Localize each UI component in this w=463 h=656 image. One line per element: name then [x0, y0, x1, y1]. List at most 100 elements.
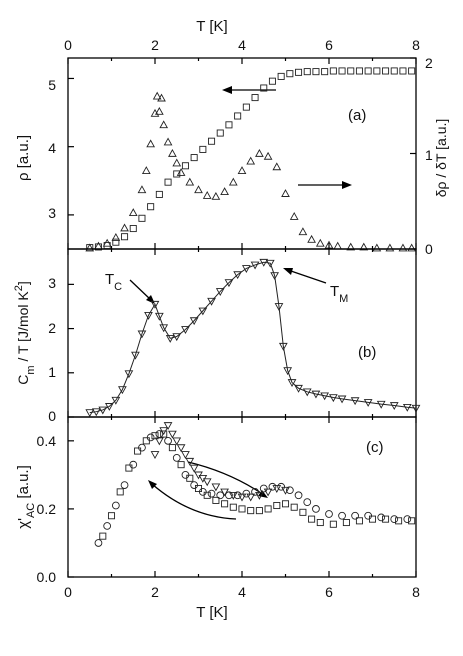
data-point-square	[129, 225, 137, 233]
data-point-square	[399, 67, 407, 75]
data-point-square	[395, 517, 403, 525]
data-point-triangle-up	[185, 177, 195, 186]
data-point-square	[390, 67, 398, 75]
arrow-tm	[283, 268, 327, 284]
data-point-triangle-down	[202, 478, 212, 487]
data-point-square	[194, 484, 203, 492]
y-tick-label-right: 0	[425, 241, 433, 257]
data-point-triangle-down	[228, 491, 238, 500]
data-point-triangle-down	[165, 334, 175, 343]
data-point-triangle-up	[176, 168, 186, 176]
data-point-square	[216, 129, 224, 137]
panel-b-marks	[85, 258, 421, 418]
data-point-square	[268, 77, 276, 85]
y-tick-label: 2	[48, 320, 56, 336]
data-point-triangle-up	[168, 148, 177, 157]
data-point-triangle-up	[246, 156, 256, 165]
data-point-triangle-down	[283, 367, 293, 376]
data-point-circle	[259, 484, 268, 493]
data-point-square	[299, 508, 307, 516]
data-point-square	[160, 430, 168, 438]
annotation-tc: TC	[105, 271, 122, 293]
data-point-square	[264, 505, 272, 513]
data-point-triangle-down	[118, 386, 127, 395]
top-x-tick-label: 6	[325, 37, 333, 53]
data-point-triangle-down	[376, 400, 386, 409]
data-point-triangle-up	[307, 234, 316, 243]
data-point-triangle-up	[220, 187, 229, 196]
data-point-triangle-down	[255, 491, 264, 500]
data-point-triangle-up	[128, 208, 138, 217]
data-point-square	[347, 67, 355, 75]
data-point-circle	[303, 498, 312, 506]
panel-a: (a) ρ [a.u.] δρ / δT [a.u.] 3 4 5 0 1 2	[15, 55, 449, 257]
data-point-triangle-down	[207, 297, 216, 306]
panel-b-frame	[67, 248, 417, 418]
data-point-triangle-down	[189, 464, 199, 473]
data-point-triangle-up	[194, 185, 203, 194]
panel-a-marks	[85, 67, 417, 252]
data-point-circle	[277, 482, 286, 491]
data-point-circle	[268, 482, 277, 491]
data-point-square	[199, 145, 207, 153]
annotation-tm: TM	[330, 283, 348, 305]
data-point-triangle-down	[144, 311, 153, 320]
axis-ticks	[67, 57, 417, 578]
data-point-square	[308, 515, 316, 523]
data-point-triangle-down	[350, 397, 360, 406]
data-point-triangle-down	[185, 457, 195, 466]
data-point-triangle-down	[278, 342, 288, 351]
panel-a-label: (a)	[348, 107, 366, 124]
data-point-circle	[94, 539, 103, 547]
data-point-square	[151, 432, 159, 440]
data-point-square	[408, 517, 416, 525]
data-point-square	[186, 474, 194, 482]
data-point-circle	[251, 488, 259, 496]
x-tick-label: 8	[412, 584, 420, 600]
data-point-triangle-down	[150, 300, 160, 309]
data-point-triangle-down	[154, 437, 164, 446]
data-point-triangle-down	[263, 488, 273, 497]
data-point-triangle-up	[407, 243, 417, 252]
data-point-circle	[390, 515, 399, 523]
data-point-circle	[233, 491, 242, 500]
data-point-triangle-down	[104, 403, 114, 411]
data-point-square	[382, 67, 390, 75]
data-point-triangle-down	[363, 399, 373, 407]
bottom-x-tick-labels: 0 2 4 6 8	[64, 584, 420, 600]
top-x-tick-label: 8	[412, 37, 420, 53]
data-point-triangle-up	[154, 106, 164, 115]
data-point-circle	[294, 491, 303, 500]
data-point-square	[364, 67, 372, 75]
data-point-triangle-down	[168, 430, 177, 439]
data-point-triangle-up	[157, 93, 166, 102]
data-point-circle	[338, 511, 346, 520]
data-point-triangle-down	[189, 317, 199, 326]
data-point-square	[225, 121, 233, 129]
data-point-triangle-up	[298, 227, 308, 236]
top-x-tick-labels: 0 2 4 6 8	[64, 37, 420, 53]
data-point-circle	[172, 453, 181, 462]
y-tick-label: 0.0	[37, 569, 57, 585]
panel-a-right-axis-label: δρ / δT [a.u.]	[433, 119, 449, 198]
x-tick-label: 2	[151, 584, 159, 600]
data-point-triangle-down	[294, 384, 303, 393]
data-point-triangle-down	[411, 404, 421, 413]
data-point-triangle-down	[211, 483, 221, 492]
data-point-triangle-down	[287, 379, 297, 388]
panel-b-label: (b)	[358, 344, 376, 361]
data-point-square	[181, 162, 189, 170]
data-point-square	[112, 238, 120, 246]
data-point-triangle-up	[289, 212, 299, 220]
x-tick-label: 0	[64, 584, 72, 600]
data-point-triangle-down	[265, 259, 275, 268]
data-point-square	[368, 515, 377, 523]
data-point-triangle-down	[402, 403, 412, 412]
data-point-square	[125, 464, 133, 472]
data-point-square	[338, 67, 346, 75]
data-point-triangle-up	[333, 241, 343, 250]
panel-c-marks	[94, 422, 416, 547]
data-point-circle	[155, 430, 164, 438]
top-axis-label: T [K]	[196, 18, 227, 35]
